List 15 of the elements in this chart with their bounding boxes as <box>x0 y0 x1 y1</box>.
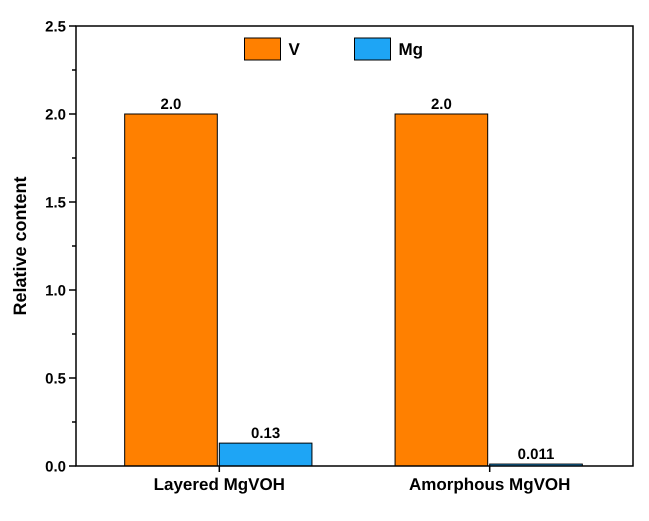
y-tick-label: 1.0 <box>45 282 66 300</box>
data-label: 2.0 <box>430 96 452 113</box>
y-tick-label: 1.5 <box>45 194 66 212</box>
y-tick-label: 2.0 <box>45 106 66 124</box>
data-label: 2.0 <box>160 96 182 113</box>
x-tick-label: Amorphous MgVOH <box>408 475 570 494</box>
y-tick-label: 0.0 <box>45 458 66 476</box>
legend-label: V <box>288 40 300 59</box>
y-tick-label: 0.5 <box>45 370 66 388</box>
y-tick-label: 2.5 <box>45 18 66 36</box>
x-tick-label: Layered MgVOH <box>154 475 285 494</box>
y-axis-title: Relative content <box>10 176 30 316</box>
data-label: 0.011 <box>518 446 554 464</box>
data-label: 0.13 <box>251 425 280 442</box>
legend-label: Mg <box>398 40 424 59</box>
